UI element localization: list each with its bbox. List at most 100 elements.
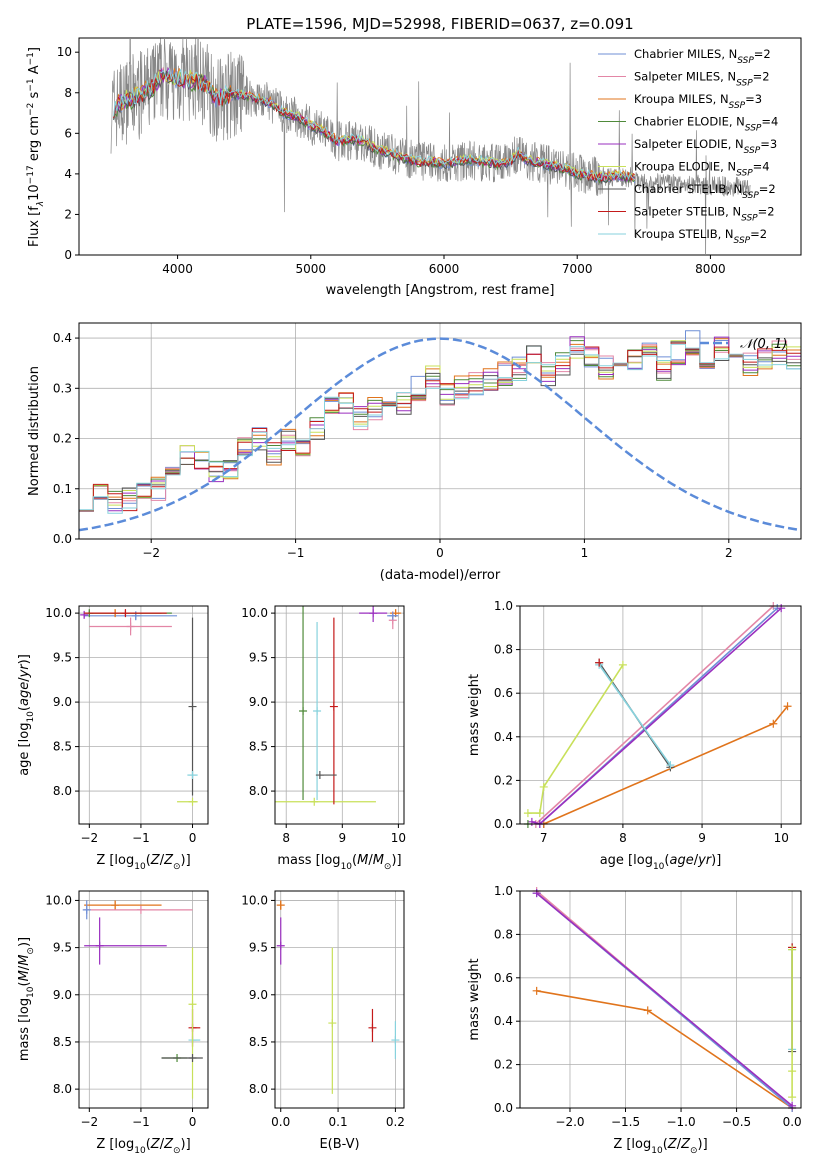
weight_vs_age-line-kroupa_elodie bbox=[527, 664, 624, 814]
weight_vs_z-axes: −2.0 −1.5 −1.0 −0.5 0.0 0.0 0.2 0.4 0.6 0.8 1.0 Z [… bbox=[467, 884, 802, 1156]
age_vs_z-ytick-label: 9.5 bbox=[53, 651, 72, 665]
mass_vs_z-xlabel-part: Z bbox=[163, 1137, 174, 1152]
mass_vs_ebv-ytick-label: 8.5 bbox=[249, 1035, 268, 1049]
mass_vs_z-point-kroupa_elodie bbox=[188, 1000, 197, 1009]
mass_vs_z-xlabel-part: 10 bbox=[134, 1146, 146, 1156]
spectrum-ylabel-part: −17 bbox=[26, 165, 36, 184]
legend-entry-kroupa_miles: Kroupa MILES, NSSP=3 bbox=[634, 92, 762, 111]
mass_vs_z-point-kroupa_miles bbox=[111, 901, 120, 910]
weight_vs_z-ytick-label: 0.2 bbox=[494, 1058, 513, 1072]
weight_vs_age-line-salpeter_elodie bbox=[531, 607, 782, 825]
residuals-ylabel: Normed distribution bbox=[27, 366, 42, 496]
residuals-hist-salpeter_stelib bbox=[79, 342, 801, 512]
age_vs_z-point-salpeter_elodie bbox=[80, 610, 89, 619]
age_vs_z-ylabel-part: 10 bbox=[26, 711, 36, 723]
weight_vs_z-ytick-label: 0.4 bbox=[494, 1014, 513, 1028]
spectrum-xtick-label: 6000 bbox=[429, 262, 460, 276]
spectrum-frame bbox=[78, 37, 802, 256]
weight_vs_age-ytick-label: 0.2 bbox=[494, 773, 513, 787]
spectrum-model-kroupa_stelib bbox=[113, 68, 636, 181]
weight_vs_age-plot bbox=[523, 602, 792, 828]
weight_vs_z-xlabel-part: 10 bbox=[651, 1146, 663, 1156]
spectrum-ytick-label: 6 bbox=[64, 126, 72, 140]
mass_vs_z-ylabel-part: ⊙ bbox=[26, 947, 36, 955]
age_vs_z-ylabel-part: )] bbox=[17, 654, 32, 664]
legend-entry-kroupa_stelib-part: Kroupa STELIB, N bbox=[634, 227, 734, 241]
mass_vs_ebv-axes: 0.0 0.1 0.2 8.0 8.5 9.0 9.5 10.0 E(B-V) bbox=[241, 890, 405, 1152]
weight_vs_age-ytick-label: 1.0 bbox=[494, 599, 513, 613]
legend-entry-kroupa_miles-part: Kroupa MILES, N bbox=[634, 92, 729, 106]
weight_vs_z-xlabel-part: Z bbox=[680, 1137, 691, 1152]
mass_vs_z-ylabel: mass [log10(M/M⊙)] bbox=[17, 937, 36, 1061]
age_vs_mass-ytick-label: 9.5 bbox=[249, 651, 268, 665]
mass_vs_z-xlabel-part: )] bbox=[181, 1137, 191, 1152]
age_vs_mass-xlabel-part: ⊙ bbox=[384, 862, 392, 872]
weight_vs_age-marker-kroupa_miles bbox=[783, 702, 792, 711]
age_vs_z-xlabel-part: )] bbox=[181, 853, 191, 868]
mass_vs_z-ylabel-part: / bbox=[17, 965, 32, 970]
legend-entry-salpeter_miles: Salpeter MILES, NSSP=2 bbox=[634, 70, 770, 89]
legend-entry-salpeter_miles-part: Salpeter MILES, N bbox=[634, 70, 736, 84]
mass_vs_z-xtick-label: 0 bbox=[189, 1115, 197, 1129]
legend-entry-kroupa_stelib-part: =2 bbox=[750, 227, 767, 241]
legend-entry-chabrier_stelib-part: =2 bbox=[759, 182, 776, 196]
weight_vs_age-ylabel: mass weight bbox=[467, 674, 482, 756]
mass_vs_ebv-ytick-label: 9.5 bbox=[249, 941, 268, 955]
mass_vs_z-ytick-label: 10.0 bbox=[45, 893, 72, 907]
weight_vs_z-xtick-label: −2.0 bbox=[555, 1115, 584, 1129]
spectrum-ylabel-part: Flux [f bbox=[27, 206, 42, 247]
legend-entry-kroupa_stelib: Kroupa STELIB, NSSP=2 bbox=[634, 227, 767, 246]
age_vs_z-xlabel-part: Z bbox=[150, 853, 161, 868]
weight_vs_age-ytick-label: 0.6 bbox=[494, 686, 513, 700]
mass_vs_z-ytick-label: 8.0 bbox=[53, 1082, 72, 1096]
residuals-xtick-label: 0 bbox=[436, 546, 444, 560]
residuals-legend-label: 𝒩(0, 1) bbox=[740, 337, 787, 352]
age_vs_mass-xtick-label: 8 bbox=[282, 831, 290, 845]
weight_vs_z-ytick-label: 0.8 bbox=[494, 927, 513, 941]
spectrum-ylabel-part: −1 bbox=[26, 52, 36, 65]
residuals-axes: −2 −1 0 1 2 0.0 0.1 0.2 0.3 0.4 𝒩(0, 1) (data-model… bbox=[27, 322, 802, 583]
weight_vs_age-xlabel-part: yr bbox=[697, 853, 713, 868]
age_vs_mass-point-salpeter_stelib bbox=[329, 702, 338, 711]
age_vs_mass-point-chabrier_miles bbox=[388, 611, 397, 620]
weight_vs_z-marker-kroupa_elodie bbox=[788, 945, 797, 954]
weight_vs_age-ytick-label: 0.8 bbox=[494, 643, 513, 657]
mass_vs_z-ytick-label: 8.5 bbox=[53, 1035, 72, 1049]
residuals-ytick-label: 0.4 bbox=[53, 331, 72, 345]
weight_vs_z-line-kroupa_miles bbox=[536, 990, 793, 1109]
mass_vs_ebv-point-salpeter_stelib bbox=[368, 1023, 377, 1032]
weight_vs_z-xlabel-part: ⊙ bbox=[690, 1146, 698, 1156]
spectrum-data-line bbox=[110, 38, 751, 255]
spectrum-model-salpeter_stelib bbox=[113, 70, 636, 182]
mass_vs_z-ylabel-part: ( bbox=[17, 981, 32, 986]
spectrum-ytick-label: 8 bbox=[64, 86, 72, 100]
weight_vs_age-xlabel-part: / bbox=[694, 853, 699, 868]
residuals-frame bbox=[78, 322, 802, 540]
mass_vs_z-ytick-label: 9.0 bbox=[53, 988, 72, 1002]
age_vs_z-point-kroupa_stelib bbox=[188, 771, 197, 780]
spectrum-xlabel-part: wavelength [Angstrom, rest frame] bbox=[326, 283, 555, 298]
weight_vs_age-xtick-label: 9 bbox=[698, 831, 706, 845]
mass_vs_z-ylabel-part: M bbox=[17, 970, 32, 981]
age_vs_z-point-salpeter_miles bbox=[126, 622, 135, 631]
spectrum-ylabel-part: erg cm bbox=[27, 116, 42, 165]
weight_vs_z-xlabel: Z [log10(Z/Z⊙)] bbox=[613, 1137, 707, 1156]
weight_vs_age-ytick-label: 0.4 bbox=[494, 730, 513, 744]
age_vs_mass-xlabel-part: 10 bbox=[341, 862, 353, 872]
legend-entry-chabrier_elodie-part: SSP bbox=[745, 124, 762, 134]
weight_vs_z-ylabel: mass weight bbox=[467, 958, 482, 1040]
legend-entry-chabrier_miles-part: =2 bbox=[754, 47, 771, 61]
mass_vs_z-point-chabrier_stelib bbox=[188, 1054, 197, 1062]
age_vs_z-ylabel-part: yr bbox=[17, 663, 32, 679]
weight_vs_z-marker-kroupa_miles bbox=[532, 986, 541, 995]
mass_vs_z-point-salpeter_elodie bbox=[95, 941, 104, 950]
age_vs_mass-xlabel-part: M bbox=[357, 853, 368, 868]
age_vs_mass-ytick-label: 9.0 bbox=[249, 695, 268, 709]
mass_vs_z-xlabel: Z [log10(Z/Z⊙)] bbox=[96, 1137, 190, 1156]
age_vs_z-point-kroupa_elodie bbox=[188, 797, 197, 806]
mass_vs_ebv-point-salpeter_elodie bbox=[276, 941, 285, 950]
legend-entry-salpeter_stelib: Salpeter STELIB, NSSP=2 bbox=[634, 205, 775, 224]
mass_vs_ebv-point-kroupa_miles bbox=[276, 901, 285, 910]
age_vs_z-ylabel-part: ( bbox=[17, 706, 32, 711]
